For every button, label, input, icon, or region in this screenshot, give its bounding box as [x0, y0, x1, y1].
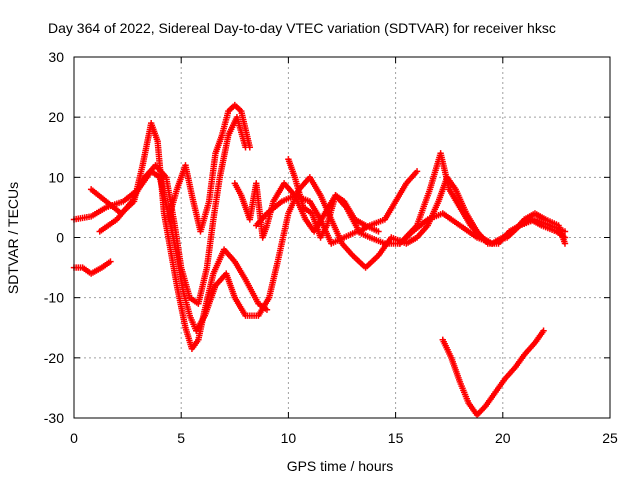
- x-tick-label: 10: [281, 430, 297, 446]
- x-tick-label: 25: [602, 430, 618, 446]
- chart-title: Day 364 of 2022, Sidereal Day-to-day VTE…: [48, 20, 556, 36]
- series-track-9: [70, 258, 114, 277]
- data-point: [413, 168, 421, 175]
- x-tick-label: 0: [70, 430, 78, 446]
- x-tick-label: 20: [495, 430, 511, 446]
- data-point: [561, 240, 569, 247]
- series-track-7: [285, 156, 382, 241]
- series-track-4: [165, 101, 254, 235]
- y-tick-label: 0: [56, 230, 64, 246]
- data-point: [540, 327, 547, 334]
- x-tick-label: 15: [388, 430, 404, 446]
- y-tick-label: 20: [48, 109, 64, 125]
- data-points: [70, 101, 569, 419]
- data-point: [246, 144, 254, 151]
- y-tick-label: -10: [44, 290, 64, 306]
- y-tick-label: 10: [48, 169, 64, 185]
- x-axis-ticks: 0 5 10 15 20 25: [70, 57, 618, 446]
- data-point: [107, 258, 114, 265]
- x-tick-label: 5: [177, 430, 185, 446]
- y-tick-label: -20: [44, 350, 64, 366]
- series-track-1: [70, 168, 569, 334]
- series-track-3: [96, 113, 249, 307]
- y-axis-label: SDTVAR / TECUs: [5, 182, 21, 294]
- data-point: [375, 228, 382, 235]
- series-track-10: [439, 327, 547, 419]
- x-axis-label: GPS time / hours: [287, 458, 394, 474]
- data-point: [263, 306, 271, 313]
- y-tick-label: -30: [44, 410, 64, 426]
- y-axis-ticks: -30 -20 -10 0 10 20 30: [44, 49, 610, 426]
- series-track-8: [396, 150, 569, 247]
- y-tick-label: 30: [48, 49, 64, 65]
- series-track-2: [87, 119, 271, 353]
